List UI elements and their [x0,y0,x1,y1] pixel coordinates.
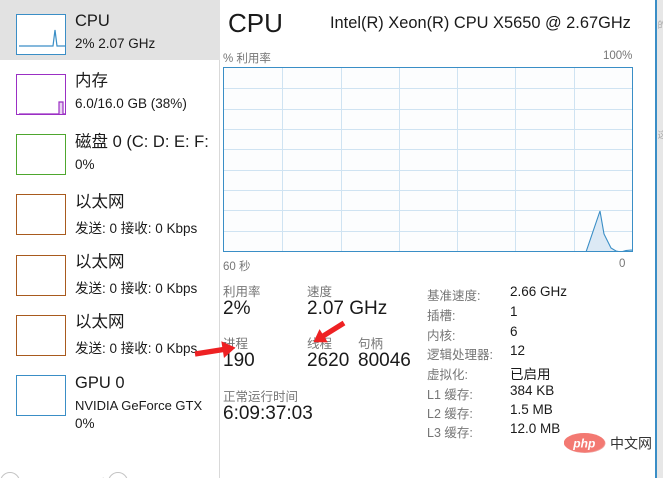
svg-text:中文网: 中文网 [610,436,652,452]
svg-text:php: php [572,437,595,451]
